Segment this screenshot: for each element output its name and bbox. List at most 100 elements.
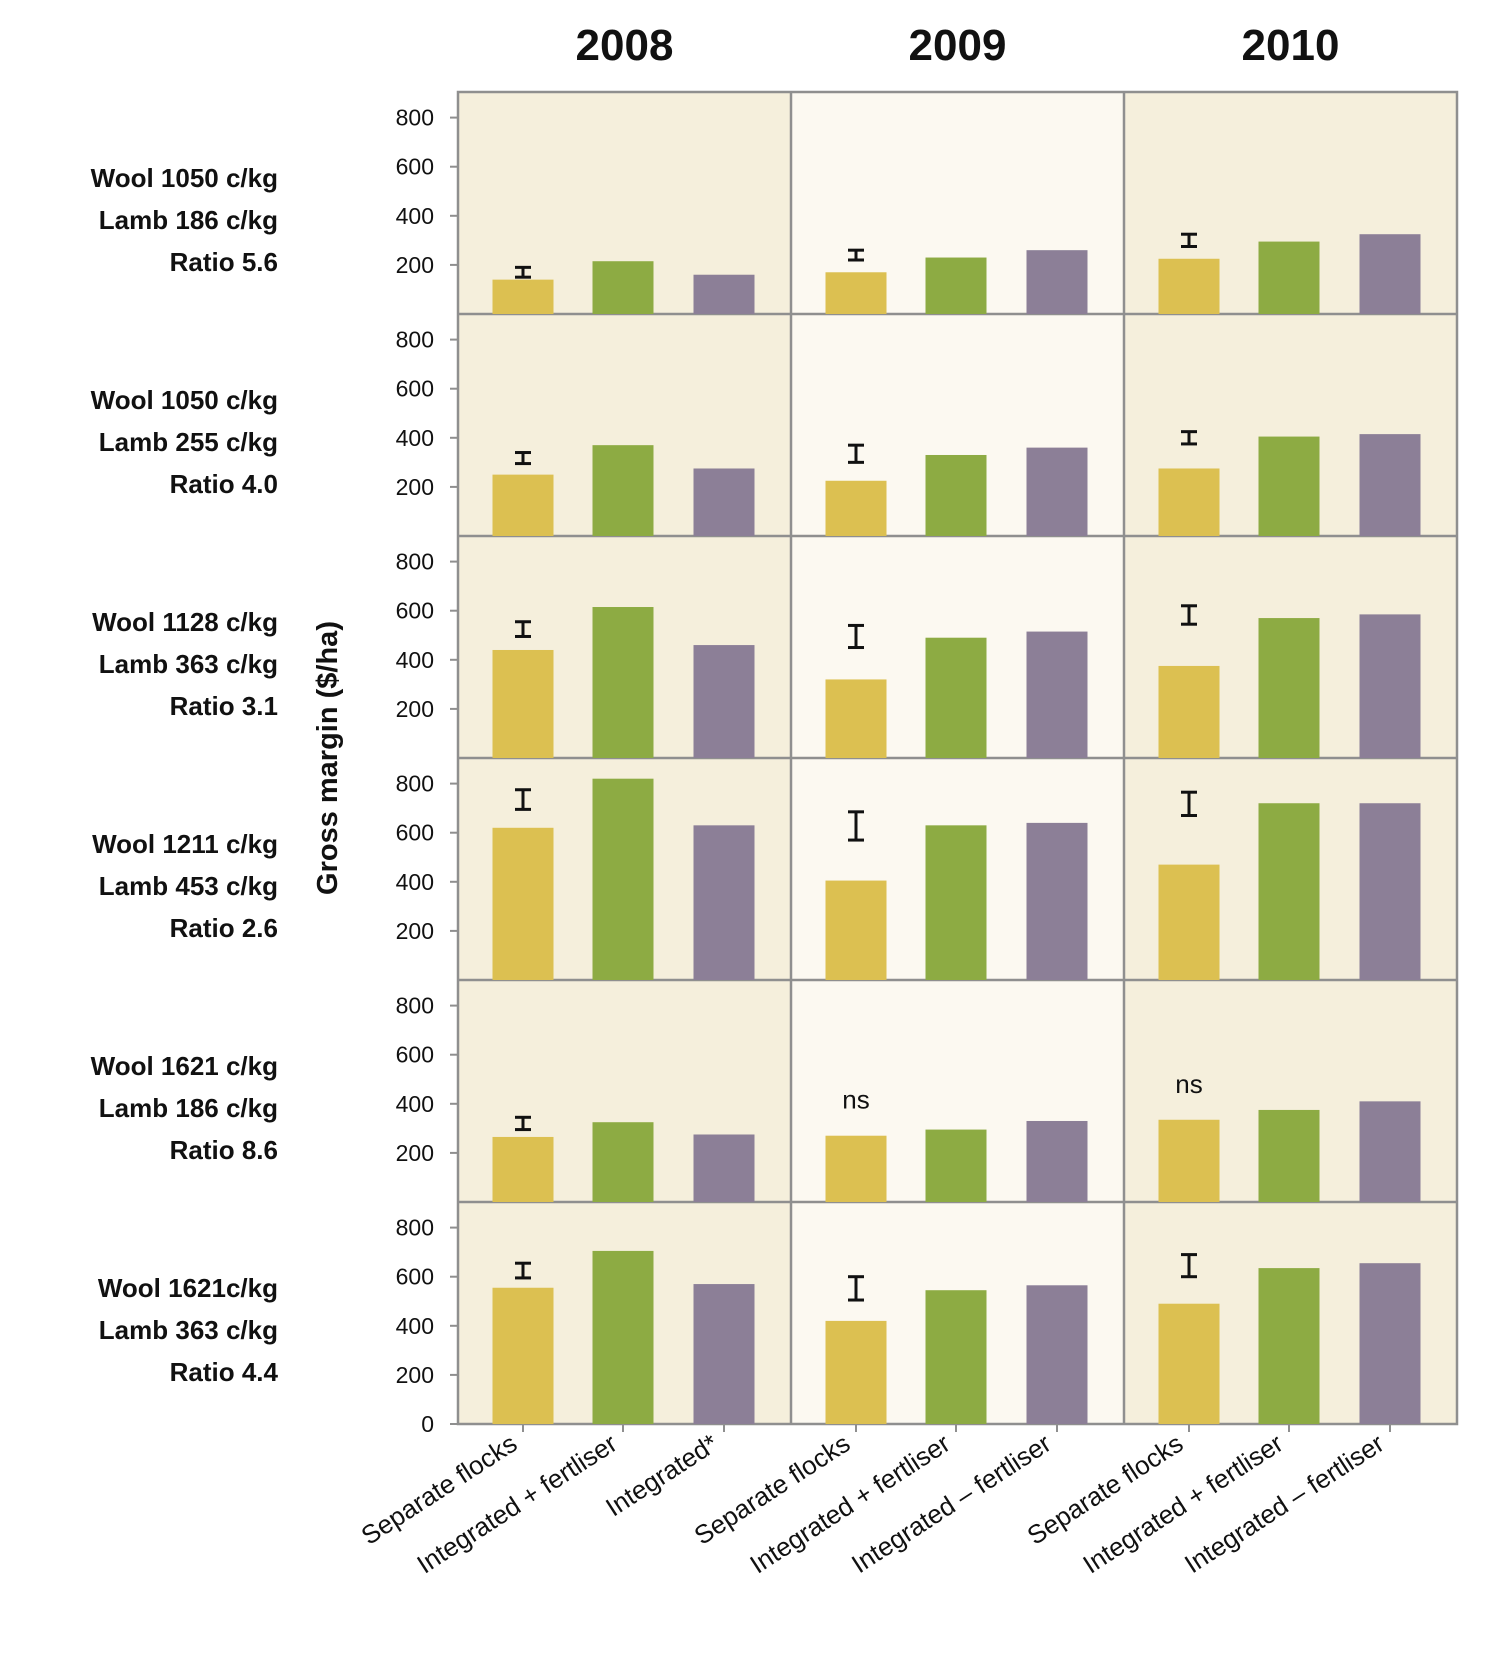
y-tick-label: 600 [396,376,434,402]
lsd-error-bar [1181,1253,1197,1279]
lsd-error-bar [515,788,531,811]
bar-2010-r1-2 [1258,241,1320,314]
bar-2010-r3-3 [1359,614,1421,758]
row-label-line: Ratio 2.6 [170,913,278,943]
bar-2009-r2-2 [925,454,987,536]
row-label-line: Lamb 363 c/kg [99,649,278,679]
y-tick-label: 400 [396,1091,434,1117]
row-label-line: Ratio 4.0 [170,469,278,499]
bar-2010-r4-3 [1359,803,1421,980]
y-tick-label: 600 [396,598,434,624]
bar-2008-r4-1 [492,827,554,980]
bar-2008-r6-1 [492,1287,554,1424]
lsd-error-bar [848,1275,864,1302]
year-label: 2009 [909,21,1007,70]
bar-2008-r3-2 [592,607,654,758]
y-tick-label: 800 [396,105,434,131]
bar-2010-r6-2 [1258,1268,1320,1424]
bar-2010-r2-3 [1359,434,1421,536]
y-tick-label: 600 [396,1264,434,1290]
bar-2009-r6-2 [925,1290,987,1424]
row-label-line: Lamb 186 c/kg [99,205,278,235]
y-tick-label: 200 [396,696,434,722]
bar-2008-r6-3 [693,1284,755,1424]
bar-2009-r6-3 [1026,1285,1088,1424]
y-tick-label: 400 [396,647,434,673]
bar-2008-r5-1 [492,1136,554,1202]
lsd-error-bar [515,265,531,279]
bar-2009-r1-3 [1026,250,1088,314]
lsd-error-bar [848,248,864,262]
bar-2009-r2-3 [1026,447,1088,536]
bar-2009-r6-1 [825,1320,887,1424]
y-tick-label: 400 [396,869,434,895]
bar-2010-r5-2 [1258,1109,1320,1202]
y-axis-label: Gross margin ($/ha) [312,621,344,895]
bar-2010-r5-1 [1158,1119,1220,1202]
bar-2009-r3-2 [925,637,987,758]
row-label-line: Wool 1621c/kg [98,1273,278,1303]
bar-2009-r5-2 [925,1129,987,1202]
y-tick-label: 200 [396,474,434,500]
y-tick-label: 800 [396,771,434,797]
y-tick-label: 200 [396,1140,434,1166]
y-tick-label: 0 [421,1411,434,1437]
lsd-error-bar [1181,232,1197,248]
row-label-line: Wool 1211 c/kg [92,829,278,859]
ns-annotation: ns [842,1085,869,1115]
lsd-error-bar [515,1261,531,1280]
bar-2008-r5-2 [592,1122,654,1202]
row-label-line: Wool 1050 c/kg [91,385,278,415]
bar-2009-r1-2 [925,257,987,314]
lsd-error-bar [1181,430,1197,446]
row-label-line: Ratio 5.6 [170,247,278,277]
year-label: 2008 [576,21,674,70]
row-label-line: Wool 1050 c/kg [91,163,278,193]
bar-2010-r4-1 [1158,864,1220,980]
bar-2010-r1-1 [1158,258,1220,314]
bar-2008-r3-3 [693,645,755,758]
lsd-error-bar [1181,604,1197,626]
bar-2008-r1-1 [492,279,554,314]
bar-2008-r2-1 [492,474,554,536]
bar-2008-r2-2 [592,445,654,536]
x-category-label: Integrated* [600,1428,723,1522]
y-tick-label: 200 [396,1362,434,1388]
ns-annotation: ns [1175,1069,1202,1099]
lsd-error-bar [515,620,531,638]
bar-2010-r6-3 [1359,1263,1421,1424]
bar-2008-r5-3 [693,1134,755,1202]
bar-2009-r5-1 [825,1135,887,1202]
bar-2010-r2-2 [1258,436,1320,536]
row-label-line: Lamb 255 c/kg [99,427,278,457]
y-tick-label: 800 [396,549,434,575]
bar-2009-r4-1 [825,880,887,980]
lsd-error-bar [515,1115,531,1132]
y-tick-label: 600 [396,820,434,846]
bar-2008-r2-3 [693,468,755,536]
bar-2010-r1-3 [1359,234,1421,314]
bars [492,234,1421,1424]
row-label-line: Lamb 186 c/kg [99,1093,278,1123]
row-label-line: Lamb 363 c/kg [99,1315,278,1345]
y-tick-label: 200 [396,918,434,944]
bar-2008-r4-2 [592,778,654,980]
bar-2009-r4-2 [925,825,987,980]
bar-2010-r5-3 [1359,1101,1421,1202]
row-label-line: Ratio 8.6 [170,1135,278,1165]
row-label-line: Ratio 3.1 [170,691,278,721]
error-bars [515,232,1197,1302]
bar-2008-r3-1 [492,649,554,758]
bar-2009-r3-3 [1026,631,1088,758]
row-label-line: Lamb 453 c/kg [99,871,278,901]
y-tick-label: 800 [396,1215,434,1241]
lsd-error-bar [1181,790,1197,818]
lsd-error-bar [515,451,531,466]
bar-2010-r4-2 [1258,803,1320,980]
bar-2009-r3-1 [825,679,887,758]
lsd-error-bar [848,810,864,842]
y-tick-label: 400 [396,203,434,229]
bar-2009-r1-1 [825,272,887,314]
bar-2008-r4-3 [693,825,755,980]
